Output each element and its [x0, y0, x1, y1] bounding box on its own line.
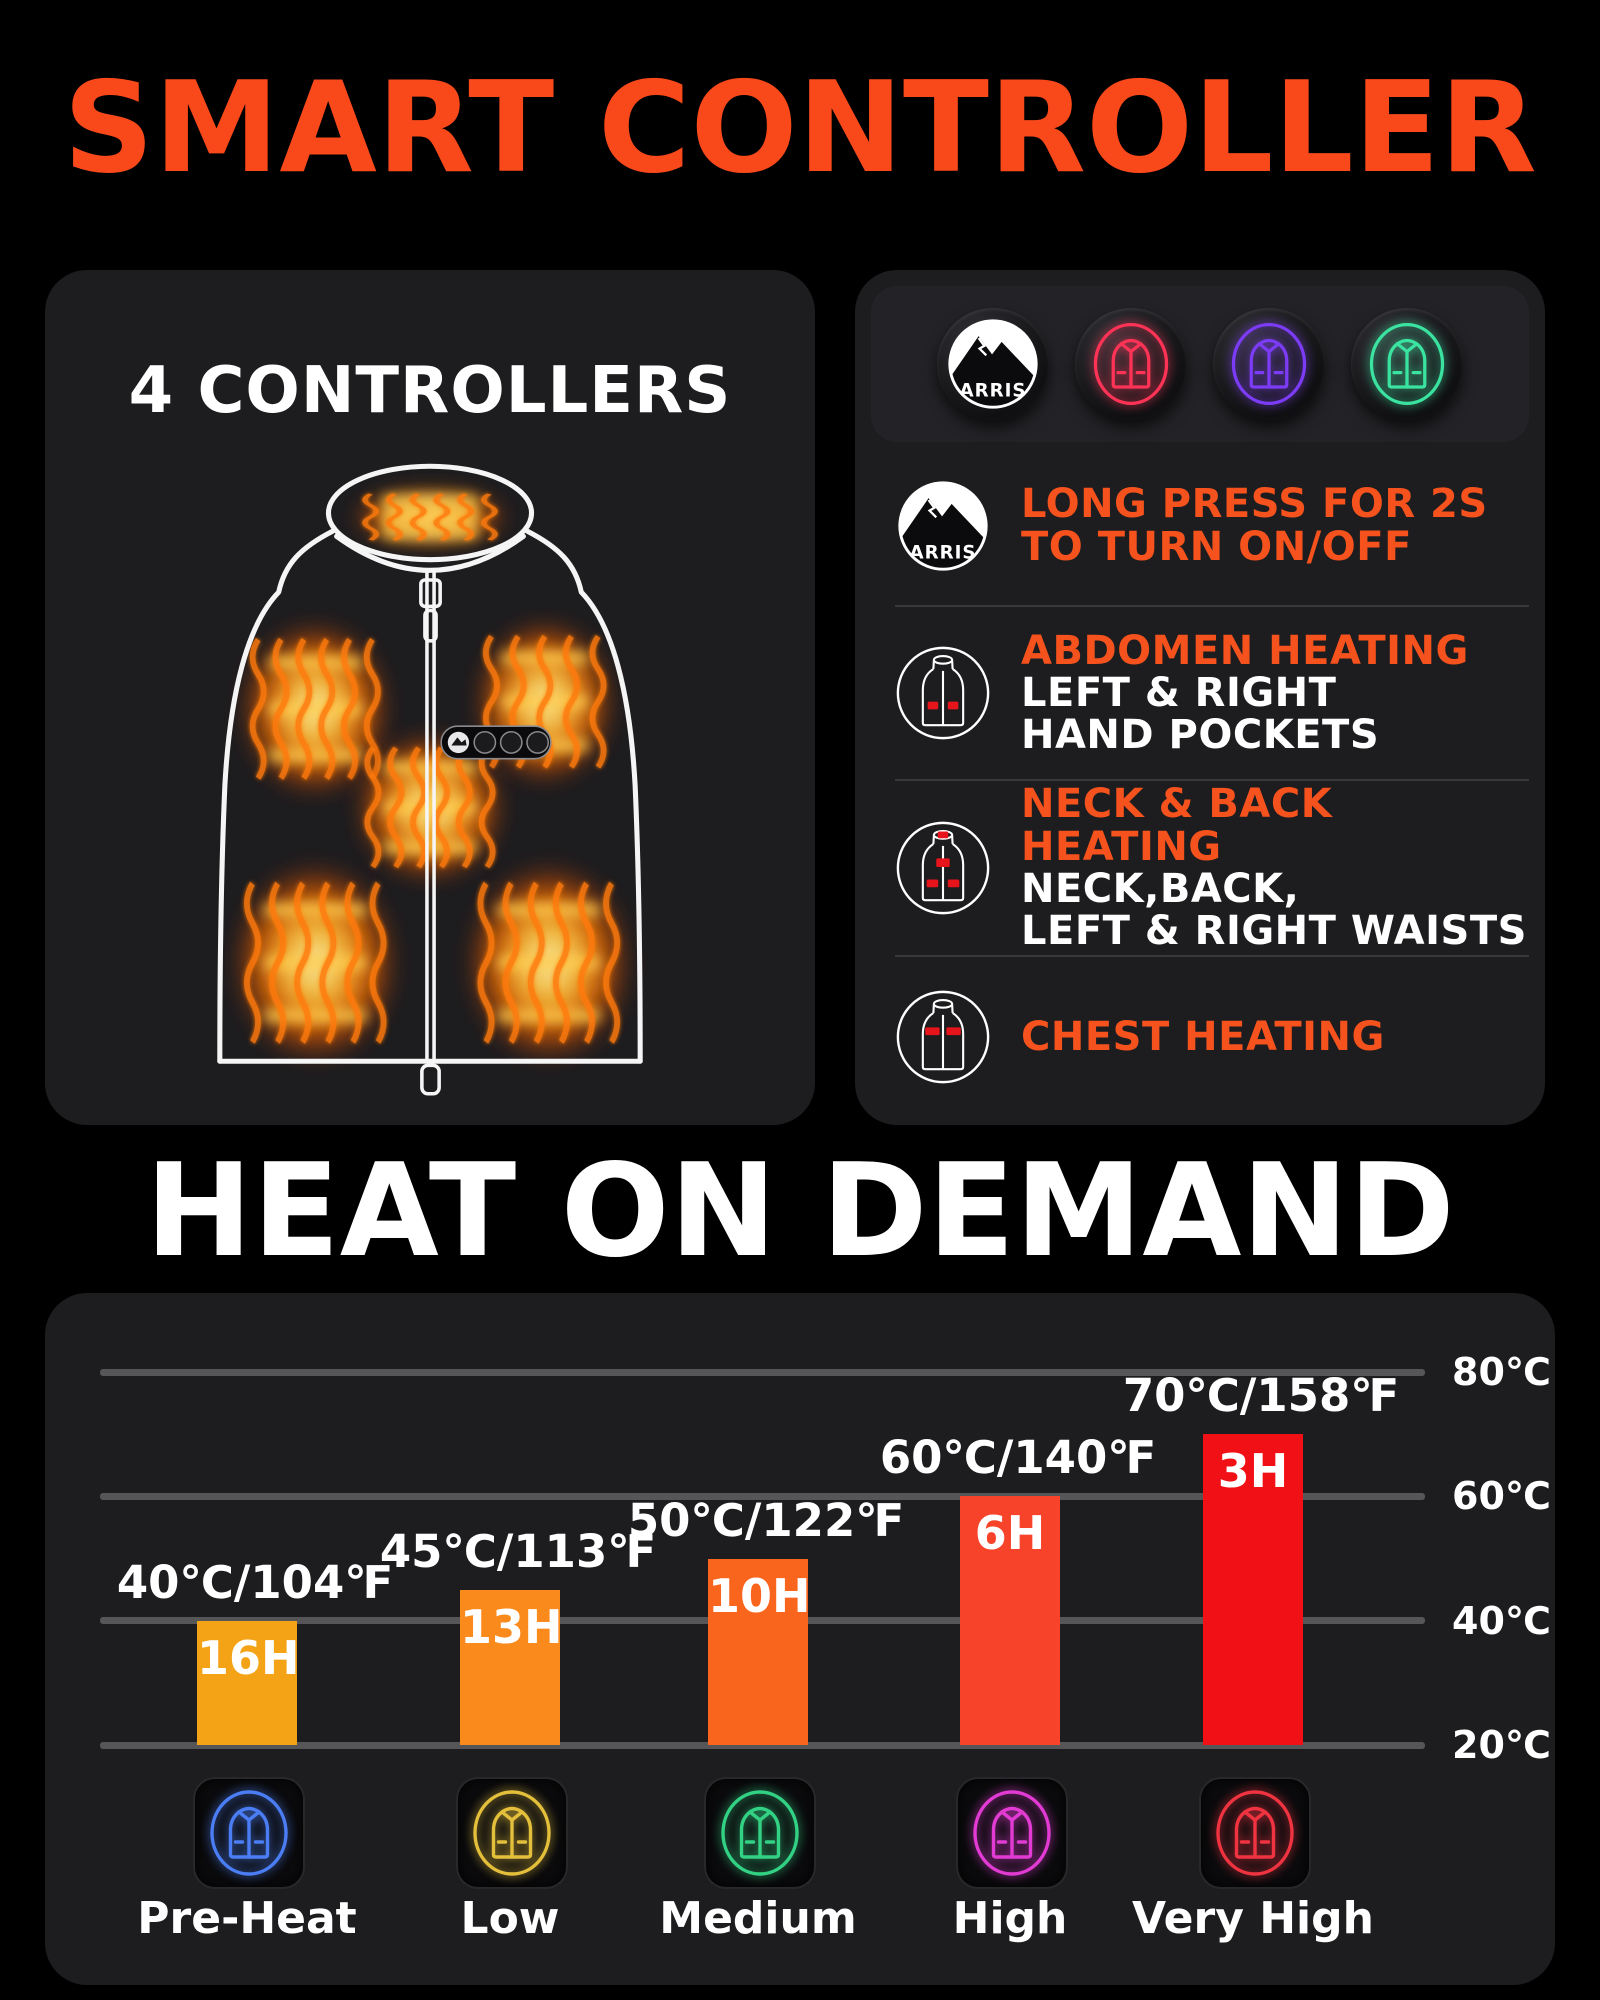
heat-zone-row: ABDOMEN HEATING LEFT & RIGHT HAND POCKETS: [895, 607, 1529, 782]
arris-logo-badge: ARRIS: [895, 478, 991, 574]
level-label: Medium: [659, 1893, 857, 1944]
heated-vest-illustration: [130, 450, 730, 1110]
level-button-pre-heat[interactable]: [193, 1777, 305, 1889]
level-button-low[interactable]: [456, 1777, 568, 1889]
heat-zones-panel: ARRIS ARRIS LONG PRESS FOR 2S TO TURN ON/O…: [855, 270, 1545, 1125]
heat-zone-heading: NECK & BACK HEATING: [1021, 781, 1333, 870]
y-axis-tick-label: 40℃: [1452, 1598, 1551, 1643]
heat-zone-heading: ABDOMEN HEATING: [1021, 627, 1469, 674]
heat-zone-text: NECK & BACK HEATING NECK,BACK, LEFT & RIGH…: [1021, 783, 1529, 953]
heat-chart-panel: 80℃ 60℃ 40℃ 20℃ 16H 40℃/104℉ 13H 45℃/113℉ 10H 50℃…: [45, 1293, 1555, 1985]
bar-duration-label: 6H: [974, 1506, 1046, 1561]
gridline: [100, 1368, 1425, 1376]
svg-text:ARRIS: ARRIS: [910, 542, 977, 563]
vest-icon: [973, 1790, 1051, 1876]
bar-chart: 80℃ 60℃ 40℃ 20℃ 16H 40℃/104℉ 13H 45℃/113℉ 10H 50℃…: [100, 1350, 1551, 1767]
bar-high: 6H: [960, 1496, 1060, 1745]
level-button-medium[interactable]: [704, 1777, 816, 1889]
heat-zone-row: NECK & BACK HEATING NECK,BACK, LEFT & RIGH…: [895, 781, 1529, 957]
bar-duration-label: 13H: [460, 1599, 563, 1654]
heat-zone-text: CHEST HEATING: [1021, 1013, 1385, 1060]
bar-temp-label: 50℃/122℉: [627, 1493, 905, 1547]
bar-pre-heat: 16H: [197, 1620, 300, 1745]
arris-logo-icon: ARRIS: [948, 319, 1038, 409]
svg-text:ARRIS: ARRIS: [960, 381, 1027, 402]
heat-zone-row: ARRIS LONG PRESS FOR 2S TO TURN ON/OFF: [895, 446, 1529, 608]
vest-icon: [1231, 323, 1307, 405]
page-title: SMART CONTROLLER: [63, 54, 1537, 201]
bar-temp-label: 45℃/113℉: [379, 1524, 657, 1578]
vest-icon: [1369, 323, 1445, 405]
vest-neck-back-icon: [896, 821, 990, 915]
level-label: Pre-Heat: [137, 1893, 357, 1944]
level-label: Low: [460, 1893, 560, 1944]
vest-chest-icon: [896, 990, 990, 1084]
vest-icon: [210, 1790, 288, 1876]
controllers-panel: 4 CONTROLLERS: [45, 270, 815, 1125]
controllers-heading: 4 CONTROLLERS: [128, 354, 732, 428]
heat-zone-heading: TO TURN ON/OFF: [1021, 523, 1412, 570]
level-button-high[interactable]: [956, 1777, 1068, 1889]
chest-zone-button[interactable]: [1351, 308, 1463, 420]
level-button-very-high[interactable]: [1199, 1777, 1311, 1889]
controller-buttons-strip: ARRIS: [871, 286, 1529, 442]
bar-duration-label: 3H: [1217, 1444, 1289, 1499]
vest-neck-back-badge: [895, 820, 991, 916]
heat-zone-text: LONG PRESS FOR 2S TO TURN ON/OFF: [1021, 483, 1488, 568]
arris-logo-icon: ARRIS: [898, 480, 988, 571]
heat-zone-detail: NECK,BACK,: [1021, 865, 1300, 912]
heat-zone-row: CHEST HEATING: [895, 957, 1529, 1117]
section-title: HEAT ON DEMAND: [145, 1137, 1455, 1286]
vest-abdomen-icon: [896, 646, 990, 740]
y-axis-tick-label: 20℃: [1452, 1723, 1551, 1767]
gridline: [100, 1492, 1425, 1500]
bar-duration-label: 10H: [708, 1568, 811, 1623]
bar-very-high: 3H: [1203, 1434, 1303, 1745]
y-axis-tick-label: 80℃: [1452, 1350, 1551, 1394]
arris-power-button[interactable]: ARRIS: [937, 308, 1049, 420]
vest-controller-buttons: [440, 725, 552, 760]
heat-zone-detail: LEFT & RIGHT: [1021, 669, 1337, 716]
heat-zone-detail: HAND POCKETS: [1021, 712, 1380, 759]
bar-temp-label: 60℃/140℉: [879, 1431, 1157, 1485]
heat-zone-heading: LONG PRESS FOR 2S: [1021, 481, 1488, 528]
heat-zone-rows: ARRIS LONG PRESS FOR 2S TO TURN ON/OFF ABDO…: [895, 446, 1529, 1117]
vest-icon: [1216, 1790, 1294, 1876]
bar-low: 13H: [460, 1589, 563, 1745]
level-label: Very High: [1132, 1893, 1374, 1944]
vest-chest-badge: [895, 989, 991, 1085]
heat-zone-text: ABDOMEN HEATING LEFT & RIGHT HAND POCKETS: [1021, 627, 1469, 759]
vest-icon: [473, 1790, 551, 1876]
bar-medium: 10H: [708, 1558, 811, 1745]
bar-temp-label: 40℃/104℉: [116, 1555, 394, 1609]
y-axis-tick-label: 60℃: [1452, 1474, 1551, 1519]
heat-zone-detail: LEFT & RIGHT WAISTS: [1021, 908, 1527, 955]
abdomen-zone-button[interactable]: [1075, 308, 1187, 420]
gridline: [100, 1741, 1425, 1749]
vest-abdomen-badge: [895, 645, 991, 741]
heat-zone-heading: CHEST HEATING: [1021, 1013, 1385, 1060]
vest-icon: [721, 1790, 799, 1876]
level-label: High: [952, 1893, 1068, 1944]
neck-back-zone-button[interactable]: [1213, 308, 1325, 420]
bar-duration-label: 16H: [197, 1630, 300, 1685]
vest-icon: [1093, 323, 1169, 405]
bar-temp-label: 70℃/158℉: [1122, 1369, 1400, 1423]
